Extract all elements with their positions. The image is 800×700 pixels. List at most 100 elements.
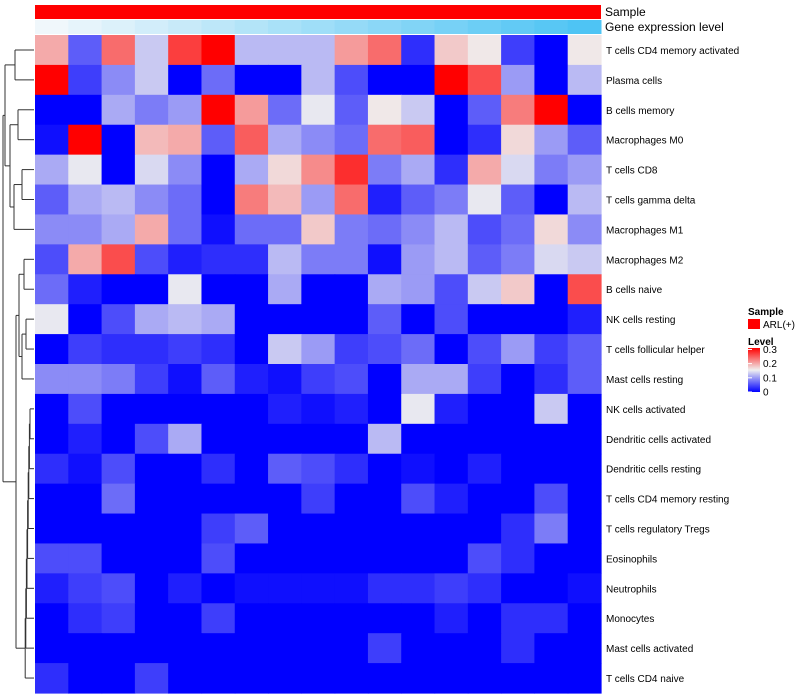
- heatmap-cell: [234, 64, 269, 96]
- heatmap-cell: [334, 364, 369, 395]
- heatmap-cell: [301, 154, 336, 186]
- heatmap-cell: [434, 423, 469, 455]
- row-label: T cells follicular helper: [606, 345, 705, 356]
- heatmap-cell: [168, 304, 203, 335]
- heatmap-cell: [201, 184, 236, 216]
- heatmap-cell: [134, 304, 169, 335]
- heatmap-cell: [567, 124, 602, 156]
- heatmap-cell: [201, 214, 236, 245]
- heatmap-cell: [334, 603, 369, 634]
- gene-expression-annotation-cell: [35, 20, 69, 34]
- heatmap-cell: [234, 603, 269, 634]
- heatmap-cell: [134, 633, 169, 664]
- heatmap-cell: [434, 304, 469, 335]
- heatmap-cell: [168, 334, 203, 365]
- heatmap-cell: [534, 124, 569, 156]
- heatmap-cell: [367, 124, 402, 156]
- heatmap-cell: [101, 364, 136, 395]
- heatmap-cell: [301, 633, 336, 664]
- heatmap-cell: [434, 64, 469, 96]
- heatmap-cell: [467, 543, 502, 574]
- heatmap-cell: [35, 94, 69, 126]
- heatmap-cell: [434, 364, 469, 395]
- heatmap-cell: [434, 94, 469, 126]
- heatmap-cell: [68, 304, 103, 335]
- heatmap-cell: [501, 184, 536, 216]
- heatmap-cell: [334, 94, 369, 126]
- heatmap-cell: [234, 184, 269, 216]
- heatmap-cell: [268, 483, 302, 515]
- heatmap-cell: [134, 453, 169, 485]
- heatmap-cell: [268, 244, 302, 275]
- row-label: T cells CD4 memory resting: [606, 495, 729, 506]
- heatmap-cell: [101, 94, 136, 126]
- heatmap-cell: [201, 64, 236, 96]
- heatmap-cell: [501, 94, 536, 126]
- heatmap-cell: [434, 543, 469, 574]
- heatmap-cell: [201, 663, 236, 694]
- heatmap-cell: [334, 64, 369, 96]
- heatmap-cell: [201, 94, 236, 126]
- heatmap-cell: [68, 184, 103, 216]
- heatmap-cell: [401, 184, 436, 216]
- heatmap-cell: [234, 453, 269, 485]
- heatmap-cell: [367, 334, 402, 365]
- row-label: T cells gamma delta: [606, 196, 696, 207]
- heatmap-cell: [268, 663, 302, 694]
- heatmap-cell: [467, 184, 502, 216]
- heatmap-cell: [567, 364, 602, 395]
- heatmap-cell: [268, 94, 302, 126]
- heatmap-cell: [534, 35, 569, 66]
- heatmap-cell: [467, 513, 502, 545]
- heatmap-cell: [467, 423, 502, 455]
- heatmap-cell: [268, 543, 302, 574]
- heatmap-cell: [501, 633, 536, 664]
- heatmap-cell: [301, 64, 336, 96]
- heatmap-cell: [334, 573, 369, 604]
- heatmap-cell: [134, 393, 169, 425]
- sample-annotation-bar: [35, 5, 601, 19]
- heatmap-cell: [467, 334, 502, 365]
- heatmap-cell: [567, 453, 602, 485]
- heatmap-cell: [367, 364, 402, 395]
- heatmap-cell: [234, 124, 269, 156]
- gene-expression-annotation-cell: [234, 20, 269, 34]
- heatmap-cell: [68, 364, 103, 395]
- heatmap-cell: [534, 483, 569, 515]
- heatmap-cell: [268, 304, 302, 335]
- heatmap-cell: [68, 274, 103, 305]
- heatmap-cell: [35, 483, 69, 515]
- heatmap-cell: [68, 244, 103, 275]
- heatmap-cell: [268, 633, 302, 664]
- heatmap-cell: [168, 64, 203, 96]
- heatmap-cell: [101, 513, 136, 545]
- heatmap-cell: [567, 393, 602, 425]
- heatmap-cell: [501, 483, 536, 515]
- heatmap-cell: [434, 244, 469, 275]
- heatmap-cell: [334, 633, 369, 664]
- row-label: T cells regulatory Tregs: [606, 525, 710, 536]
- heatmap-cell: [101, 274, 136, 305]
- heatmap-cell: [68, 453, 103, 485]
- heatmap-cell: [234, 244, 269, 275]
- heatmap-cell: [467, 214, 502, 245]
- heatmap-cell: [434, 154, 469, 186]
- row-label: Plasma cells: [606, 76, 662, 87]
- heatmap-cell: [567, 573, 602, 604]
- heatmap-cell: [168, 94, 203, 126]
- heatmap-cell: [101, 393, 136, 425]
- heatmap-cell: [134, 35, 169, 66]
- heatmap-cell: [168, 483, 203, 515]
- heatmap-cell: [501, 513, 536, 545]
- heatmap-cell: [367, 573, 402, 604]
- heatmap-cell: [134, 154, 169, 186]
- heatmap-cell: [201, 633, 236, 664]
- heatmap-cell: [567, 64, 602, 96]
- heatmap-cell: [101, 304, 136, 335]
- heatmap-cell: [234, 35, 269, 66]
- heatmap-cell: [434, 124, 469, 156]
- heatmap-cell: [35, 334, 69, 365]
- heatmap-cell: [401, 453, 436, 485]
- heatmap-cell: [134, 513, 169, 545]
